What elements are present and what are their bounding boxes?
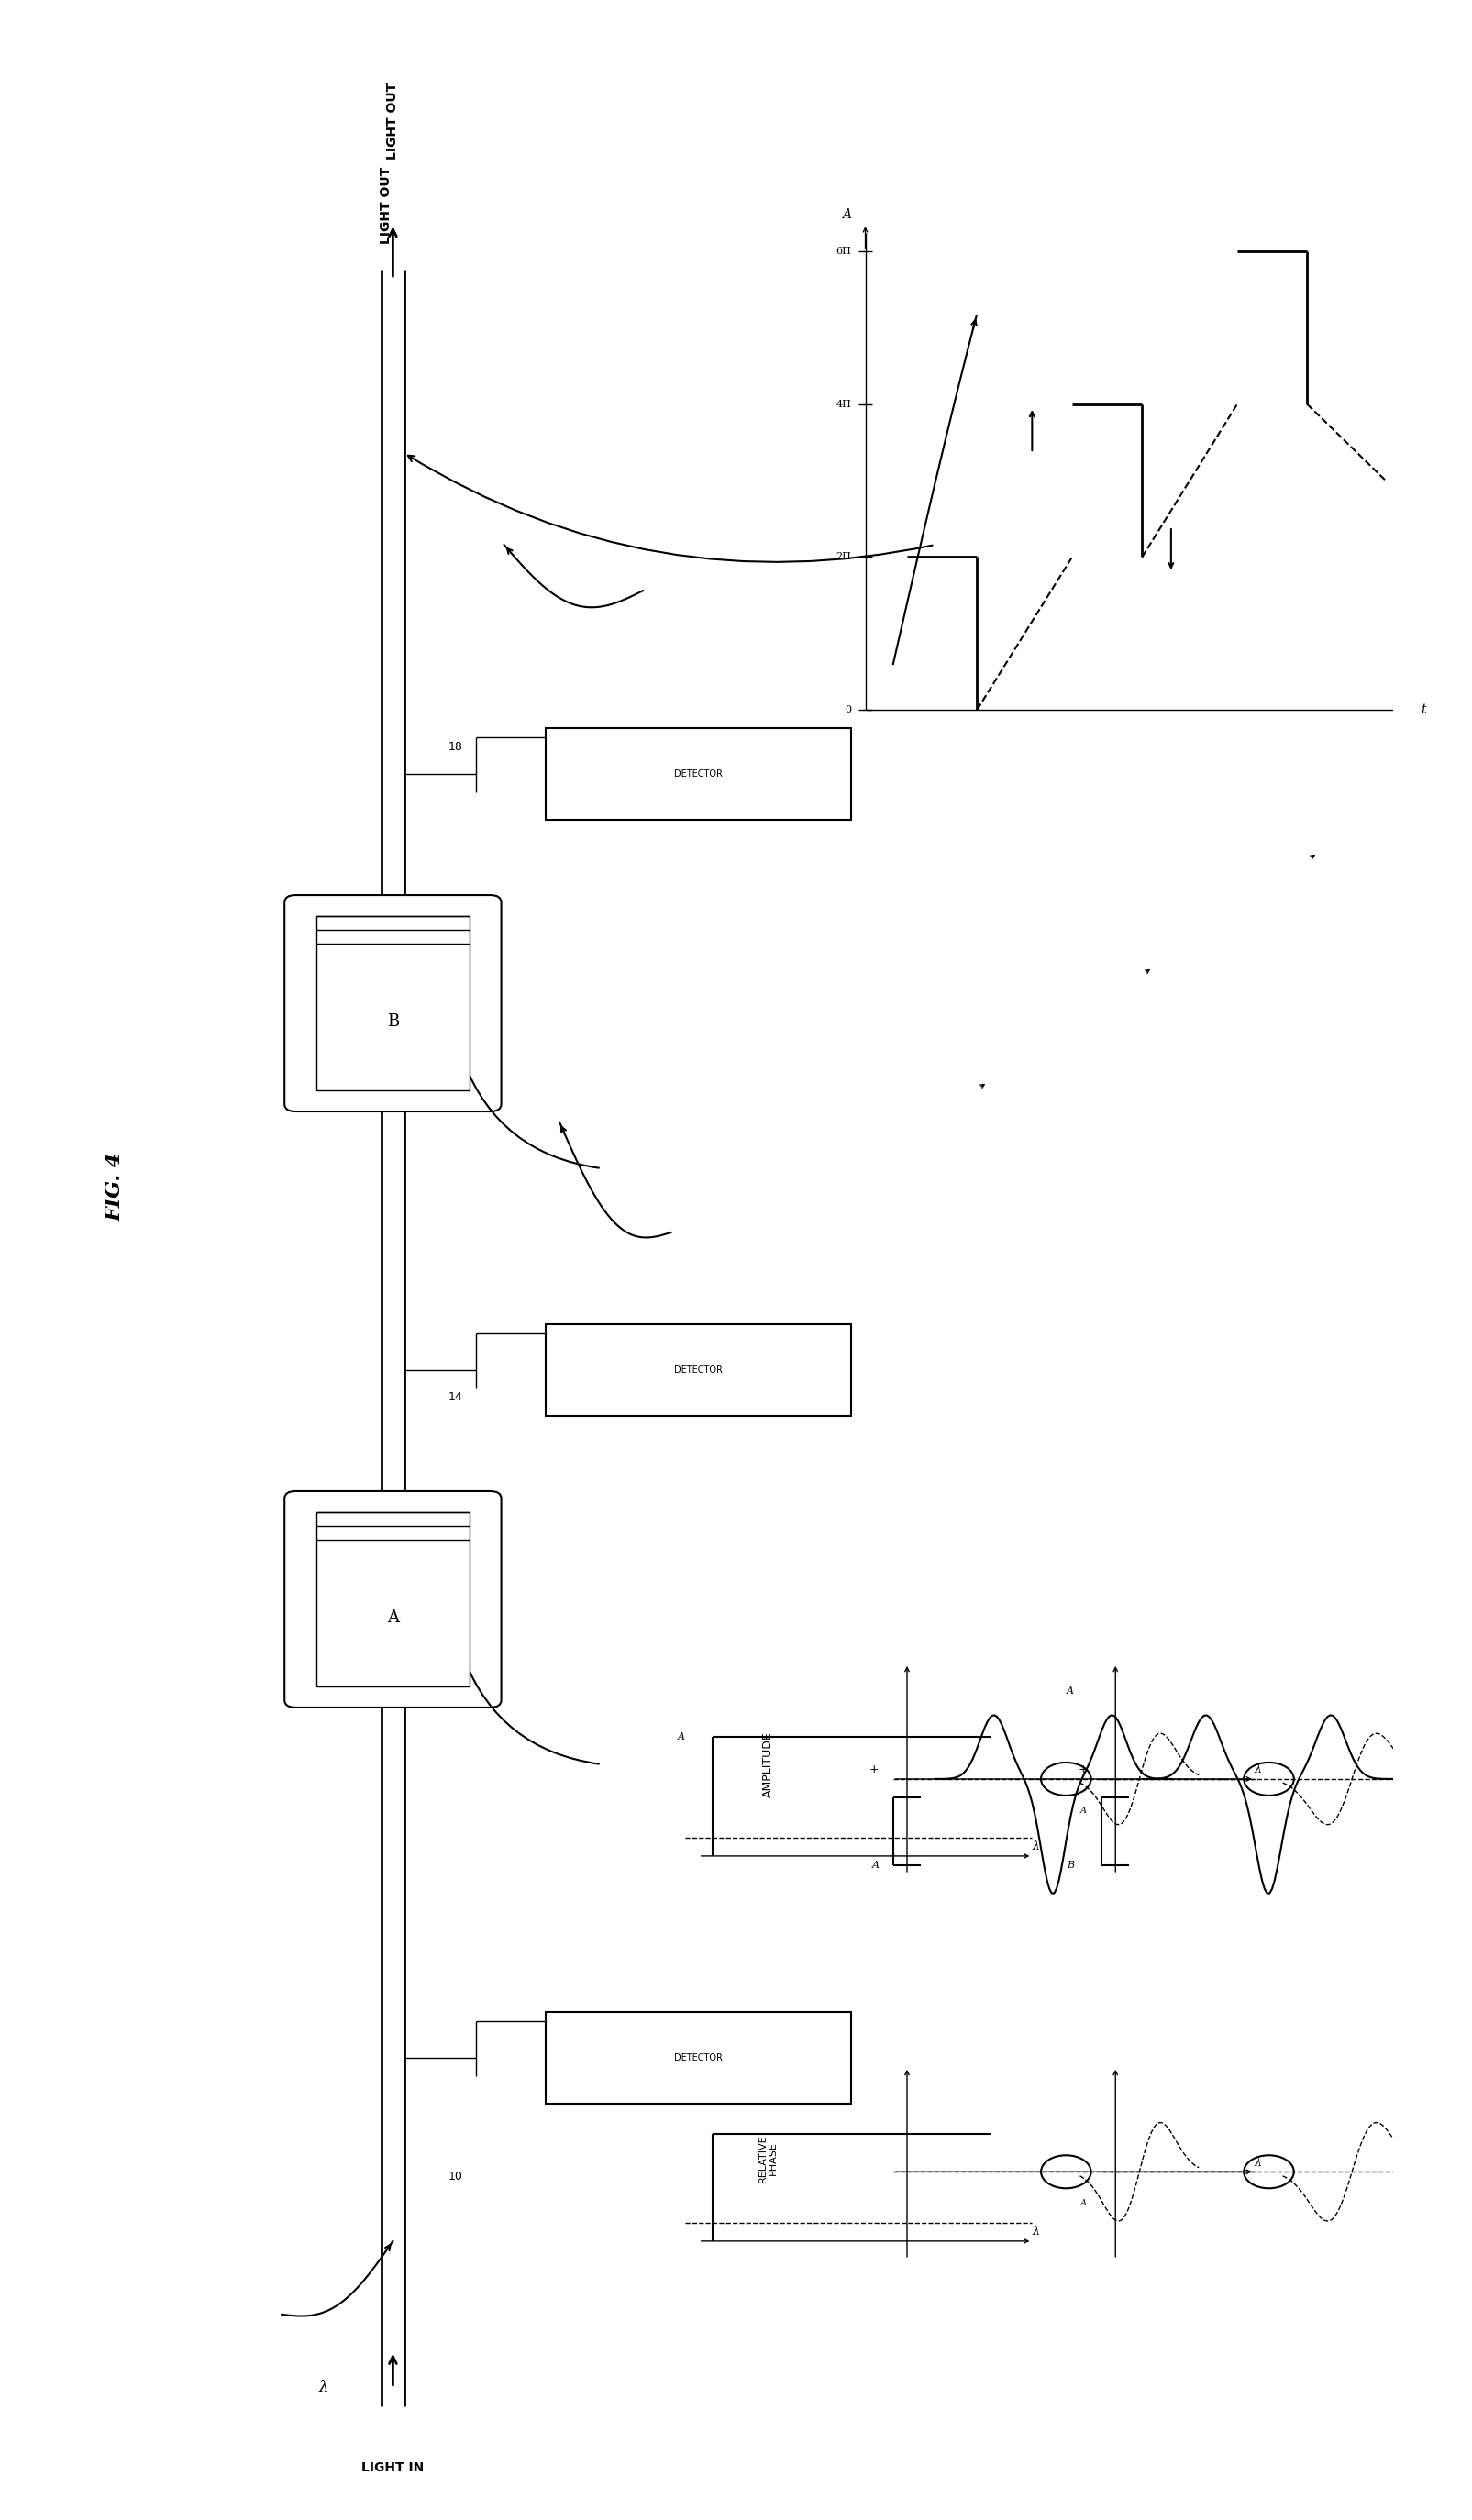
- Text: +: +: [868, 1764, 879, 1777]
- Text: LIGHT OUT: LIGHT OUT: [380, 166, 393, 244]
- Text: λ: λ: [1032, 2225, 1039, 2238]
- Bar: [546, 1323, 851, 1416]
- Text: +: +: [1078, 1764, 1086, 1777]
- Text: 16: 16: [447, 1026, 462, 1036]
- Text: λ: λ: [1032, 1842, 1039, 1852]
- Text: A: A: [387, 1610, 399, 1625]
- Text: FIG. 4: FIG. 4: [105, 1152, 125, 1222]
- Text: RELATIVE
PHASE: RELATIVE PHASE: [758, 2134, 777, 2182]
- Text: 14: 14: [447, 1391, 462, 1404]
- Bar: [546, 728, 851, 819]
- Text: DETECTOR: DETECTOR: [674, 1366, 723, 1373]
- Text: λ: λ: [1254, 2157, 1262, 2170]
- Text: 10: 10: [447, 2170, 462, 2182]
- Text: LIGHT OUT: LIGHT OUT: [386, 83, 399, 159]
- Text: DETECTOR: DETECTOR: [674, 769, 723, 779]
- Text: B: B: [1066, 1860, 1073, 1870]
- Bar: [316, 1512, 470, 1686]
- Text: A: A: [1079, 1807, 1086, 1814]
- Text: DETECTOR: DETECTOR: [674, 2054, 723, 2061]
- Text: 12: 12: [447, 1620, 462, 1633]
- Bar: [316, 917, 470, 1091]
- Text: t: t: [1420, 703, 1425, 716]
- Text: λ: λ: [318, 2379, 328, 2397]
- Text: 2Π: 2Π: [836, 552, 851, 562]
- Text: A: A: [1079, 2200, 1086, 2208]
- Bar: [546, 2011, 851, 2104]
- Text: 0: 0: [845, 706, 851, 716]
- Text: B: B: [387, 1013, 399, 1031]
- Text: AMPLITUDE: AMPLITUDE: [761, 1731, 774, 1797]
- Text: A: A: [842, 209, 851, 222]
- Text: A: A: [677, 1731, 684, 1741]
- FancyBboxPatch shape: [284, 1492, 500, 1709]
- Text: λ: λ: [1254, 1764, 1262, 1777]
- Text: 6Π: 6Π: [836, 247, 851, 257]
- Text: 4Π: 4Π: [836, 401, 851, 408]
- Text: 18: 18: [447, 741, 462, 753]
- Text: LIGHT IN: LIGHT IN: [362, 2462, 424, 2475]
- Text: A: A: [871, 1860, 879, 1870]
- FancyBboxPatch shape: [284, 895, 500, 1111]
- Text: A: A: [1066, 1686, 1073, 1696]
